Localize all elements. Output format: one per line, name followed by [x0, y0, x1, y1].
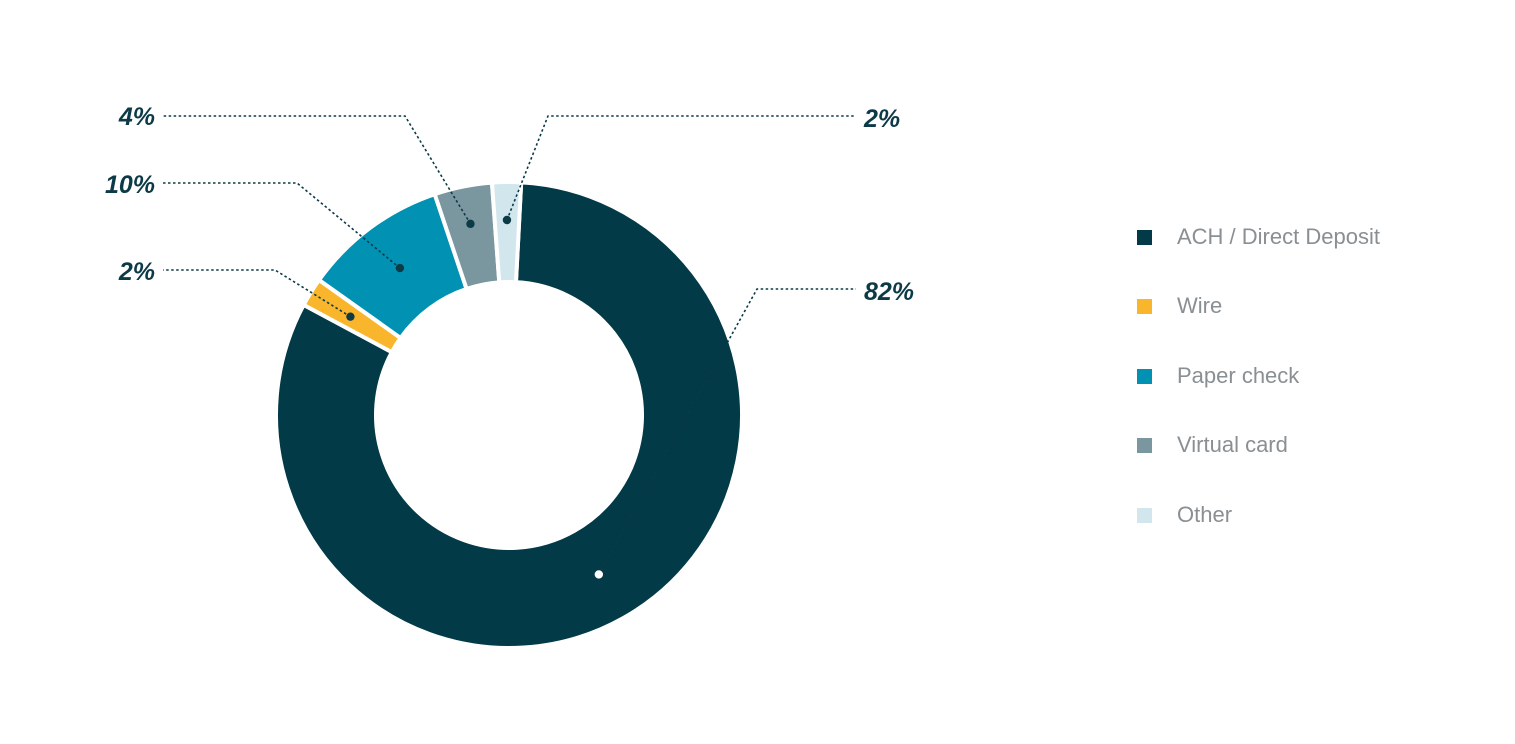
legend-item-ach: ACH / Direct Deposit [1137, 222, 1380, 252]
legend-item-paper-check: Paper check [1137, 361, 1299, 391]
leader-dot-ach-direct-deposit [594, 570, 604, 579]
legend-swatch-paper-check [1137, 368, 1152, 384]
legend-item-wire: Wire [1137, 291, 1222, 321]
legend-label-other: Other [1177, 502, 1233, 527]
leader-line-other [506, 115, 856, 221]
value-label-wire: 2% [118, 258, 155, 286]
leader-lines [163, 115, 856, 579]
value-label-paper-check: 10% [105, 171, 155, 199]
leader-dot-paper-check [395, 263, 405, 273]
leader-line-ach-direct-deposit [598, 288, 856, 575]
slice-other [489, 180, 524, 285]
legend-item-virtual-card: Virtual card [1137, 430, 1288, 460]
leader-line-virtual-card [163, 115, 472, 225]
leader-dot-virtual-card [466, 219, 475, 229]
legend-item-other: Other [1137, 500, 1232, 530]
leader-dot-wire [346, 312, 355, 321]
legend-swatch-ach [1137, 229, 1152, 245]
donut-slices [274, 180, 744, 650]
legend-label-ach: ACH / Direct Deposit [1177, 224, 1380, 249]
leader-dot-other [502, 215, 512, 225]
value-label-virtual-card: 4% [118, 103, 155, 131]
value-label-other: 2% [863, 105, 900, 133]
legend-label-paper-check: Paper check [1177, 363, 1300, 388]
legend-label-virtual-card: Virtual card [1177, 432, 1288, 457]
slice-ach-direct-deposit [274, 180, 744, 650]
value-label-ach-direct-deposit: 82% [864, 278, 914, 306]
value-labels: 82% 2% 10% 4% 2% [105, 103, 914, 306]
legend-swatch-wire [1137, 298, 1152, 314]
legend-swatch-other [1137, 507, 1152, 523]
legend-swatch-virtual-card [1137, 437, 1152, 453]
legend-label-wire: Wire [1177, 293, 1223, 318]
